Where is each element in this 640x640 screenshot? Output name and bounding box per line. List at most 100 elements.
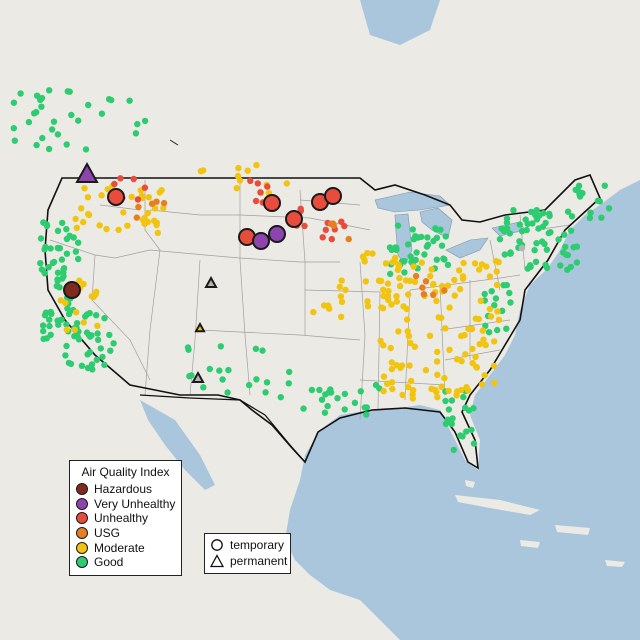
good-site xyxy=(63,141,70,148)
moderate-site xyxy=(493,281,501,289)
good-site xyxy=(65,310,73,318)
good-site xyxy=(444,261,452,269)
good-site xyxy=(40,335,47,343)
good-site xyxy=(66,88,73,95)
moderate-site xyxy=(491,379,498,387)
good-site xyxy=(206,365,213,373)
good-site xyxy=(25,118,33,126)
good-site xyxy=(54,276,61,283)
good-site xyxy=(404,241,412,248)
good-site xyxy=(442,397,449,405)
moderate-site xyxy=(405,291,412,298)
good-site xyxy=(75,255,82,263)
good-site xyxy=(47,331,54,338)
very-unhealthy-temporary-site xyxy=(268,225,286,243)
good-site xyxy=(17,90,24,97)
good-site xyxy=(70,234,77,241)
moderate-site xyxy=(80,319,88,326)
moderate-site xyxy=(478,381,486,388)
caribbean-islands xyxy=(455,480,625,567)
permanent-site xyxy=(204,275,218,288)
moderate-site xyxy=(154,229,161,237)
good-site xyxy=(536,212,543,219)
moderate-site xyxy=(380,286,387,293)
good-site xyxy=(321,409,329,416)
good-site xyxy=(106,331,113,339)
good-site xyxy=(97,345,105,352)
good-site xyxy=(533,207,540,214)
good-site xyxy=(441,256,448,263)
moderate-site xyxy=(473,364,480,371)
good-site xyxy=(413,249,420,256)
good-site xyxy=(410,236,418,243)
unhealthy-site xyxy=(134,196,142,203)
moderate-site xyxy=(399,391,406,399)
good-site xyxy=(542,219,549,227)
legend-item-good: Good xyxy=(70,555,181,570)
good-site xyxy=(573,259,581,266)
good-site xyxy=(594,197,602,204)
moderate-site xyxy=(445,387,452,395)
moderate-site xyxy=(480,336,487,343)
good-site xyxy=(357,388,364,395)
moderate-site xyxy=(442,325,449,332)
good-site xyxy=(482,322,489,329)
good-site xyxy=(93,356,101,363)
aqi-legend: Air Quality Index Hazardous Very Unhealt… xyxy=(69,460,182,576)
legend-label: Very Unhealthy xyxy=(94,496,176,511)
moderate-site xyxy=(444,282,452,289)
good-site xyxy=(10,99,18,106)
legend-item-permanent: permanent xyxy=(205,553,290,569)
moderate-site xyxy=(141,214,148,222)
moderate-site xyxy=(94,322,101,329)
moderate-site xyxy=(429,281,437,288)
moderate-site xyxy=(96,222,103,229)
moderate-site xyxy=(469,345,476,353)
unhealthy-swatch-icon xyxy=(76,512,88,525)
moderate-site xyxy=(407,339,414,347)
very-unhealthy-permanent-site xyxy=(75,161,99,183)
moderate-site xyxy=(405,332,413,340)
moderate-site xyxy=(90,293,98,300)
good-site xyxy=(564,208,572,215)
good-site xyxy=(86,333,94,340)
unhealthy-site xyxy=(117,175,124,182)
moderate-site xyxy=(396,274,403,282)
good-site xyxy=(110,340,117,347)
moderate-site xyxy=(71,326,78,333)
moderate-permanent-site xyxy=(194,321,206,333)
good-site xyxy=(363,404,370,411)
moderate-site xyxy=(120,209,127,216)
very-unhealthy-temporary-site xyxy=(252,232,270,250)
moderate-site xyxy=(336,283,343,291)
good-site xyxy=(351,399,359,406)
moderate-site xyxy=(472,353,479,361)
moderate-site xyxy=(388,365,396,373)
good-site xyxy=(50,118,58,125)
moderate-site xyxy=(73,309,80,316)
moderate-site xyxy=(73,224,81,231)
good-site xyxy=(516,221,523,228)
good-site xyxy=(543,246,551,253)
moderate-site xyxy=(84,194,92,201)
usg-site xyxy=(160,199,168,207)
good-site xyxy=(58,316,65,323)
legend-title: Air Quality Index xyxy=(81,465,170,479)
good-site xyxy=(485,329,493,336)
good-site xyxy=(341,390,349,398)
good-site xyxy=(134,120,141,128)
moderate-site xyxy=(388,379,396,386)
good-site xyxy=(67,360,75,368)
moderate-site xyxy=(403,316,411,323)
unhealthy-temporary-site xyxy=(263,194,281,212)
good-site xyxy=(318,396,326,403)
usg-site xyxy=(422,278,430,285)
moderate-site xyxy=(463,384,470,391)
good-site xyxy=(225,366,232,374)
good-site xyxy=(523,226,530,234)
usg-site xyxy=(441,287,448,294)
good-site xyxy=(55,245,62,252)
moderate-site xyxy=(432,386,439,394)
good-site xyxy=(37,235,45,242)
moderate-site xyxy=(479,327,486,334)
